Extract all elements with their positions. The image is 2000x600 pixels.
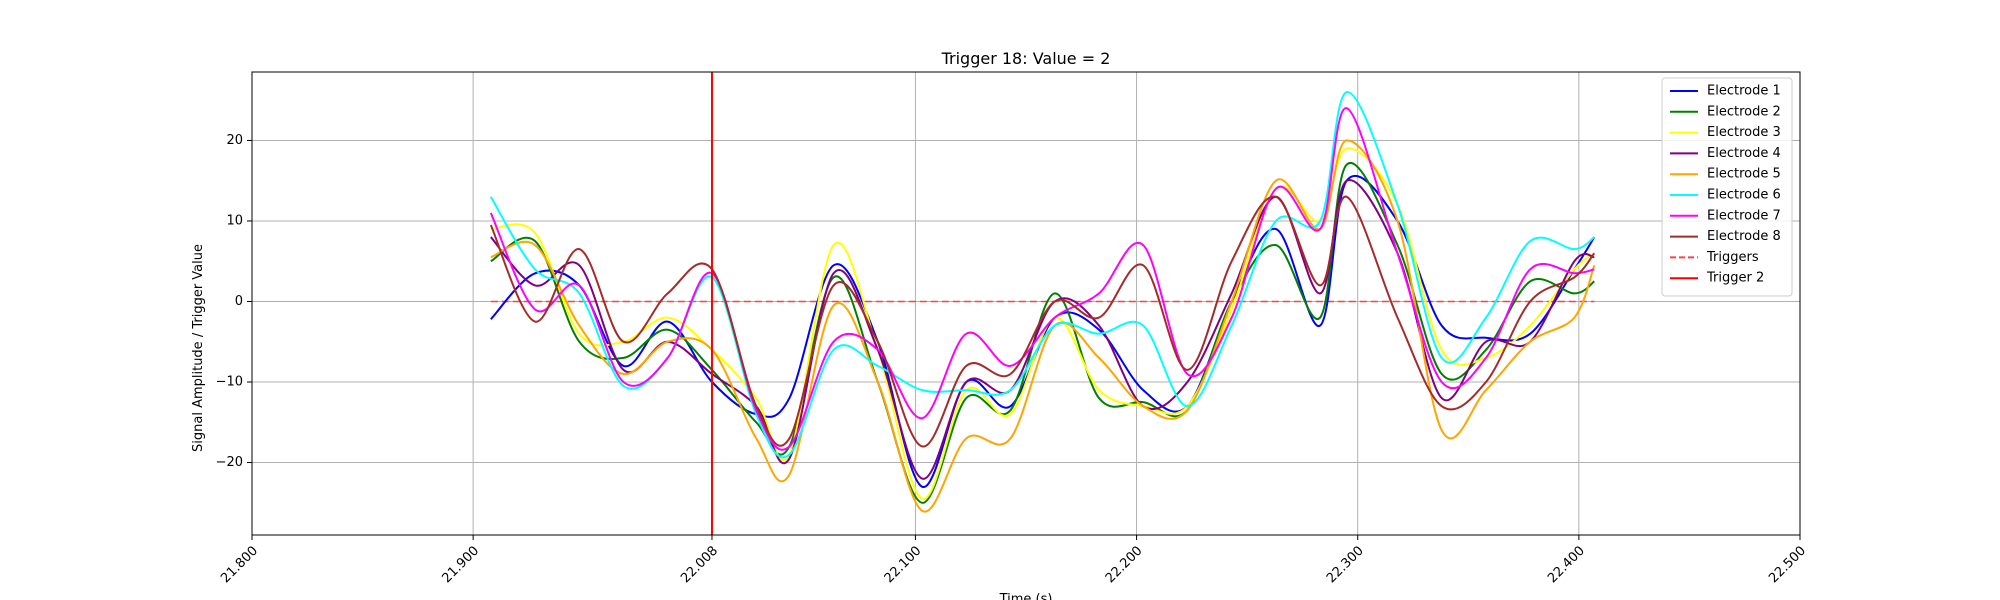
grid: [251, 72, 1801, 535]
x-tick-label: 22.300: [1324, 543, 1367, 586]
legend-label: Electrode 8: [1707, 229, 1781, 244]
chart-title: Trigger 18: Value = 2: [941, 49, 1111, 68]
legend-label: Electrode 2: [1707, 104, 1781, 119]
series-line-electrode-7: [489, 107, 1595, 451]
series-line-electrode-6: [489, 91, 1595, 459]
x-tick-label: 22.400: [1545, 543, 1588, 586]
x-tick-label: 22.008: [678, 543, 721, 586]
y-tick-label: 20: [226, 133, 243, 148]
series-line-electrode-8: [489, 195, 1596, 448]
y-tick-label: 10: [226, 213, 243, 228]
x-ticks: 21.800 21.900 22.008 22.100 22.200 22.300 22.4…: [218, 535, 1809, 586]
legend-label: Electrode 3: [1707, 125, 1781, 140]
legend-label: Triggers: [1706, 250, 1759, 265]
legend-label: Electrode 7: [1707, 208, 1781, 223]
legend-label: Electrode 1: [1707, 84, 1781, 99]
legend-label: Electrode 5: [1707, 167, 1781, 182]
y-axis-label: Signal Amplitude / Trigger Value: [191, 244, 206, 452]
y-ticks: −20 −10 0 10 20: [216, 133, 252, 470]
y-tick-label: 0: [235, 294, 243, 309]
plot-lines: [489, 72, 1596, 535]
legend-label: Trigger 2: [1706, 271, 1764, 286]
y-tick-label: −10: [216, 375, 243, 390]
x-tick-label: 22.100: [882, 543, 925, 586]
x-tick-label: 21.800: [218, 543, 261, 586]
x-tick-label: 21.900: [439, 543, 482, 586]
y-tick-label: −20: [216, 455, 243, 470]
x-tick-label: 22.200: [1103, 543, 1146, 586]
x-tick-label: 22.500: [1766, 543, 1809, 586]
legend: Electrode 1 Electrode 2 Electrode 3 Electro…: [1661, 77, 1793, 297]
x-axis-label: Time (s): [999, 592, 1053, 600]
legend-label: Electrode 6: [1707, 188, 1781, 203]
legend-label: Electrode 4: [1707, 146, 1781, 161]
plot-frame: [251, 71, 1801, 536]
